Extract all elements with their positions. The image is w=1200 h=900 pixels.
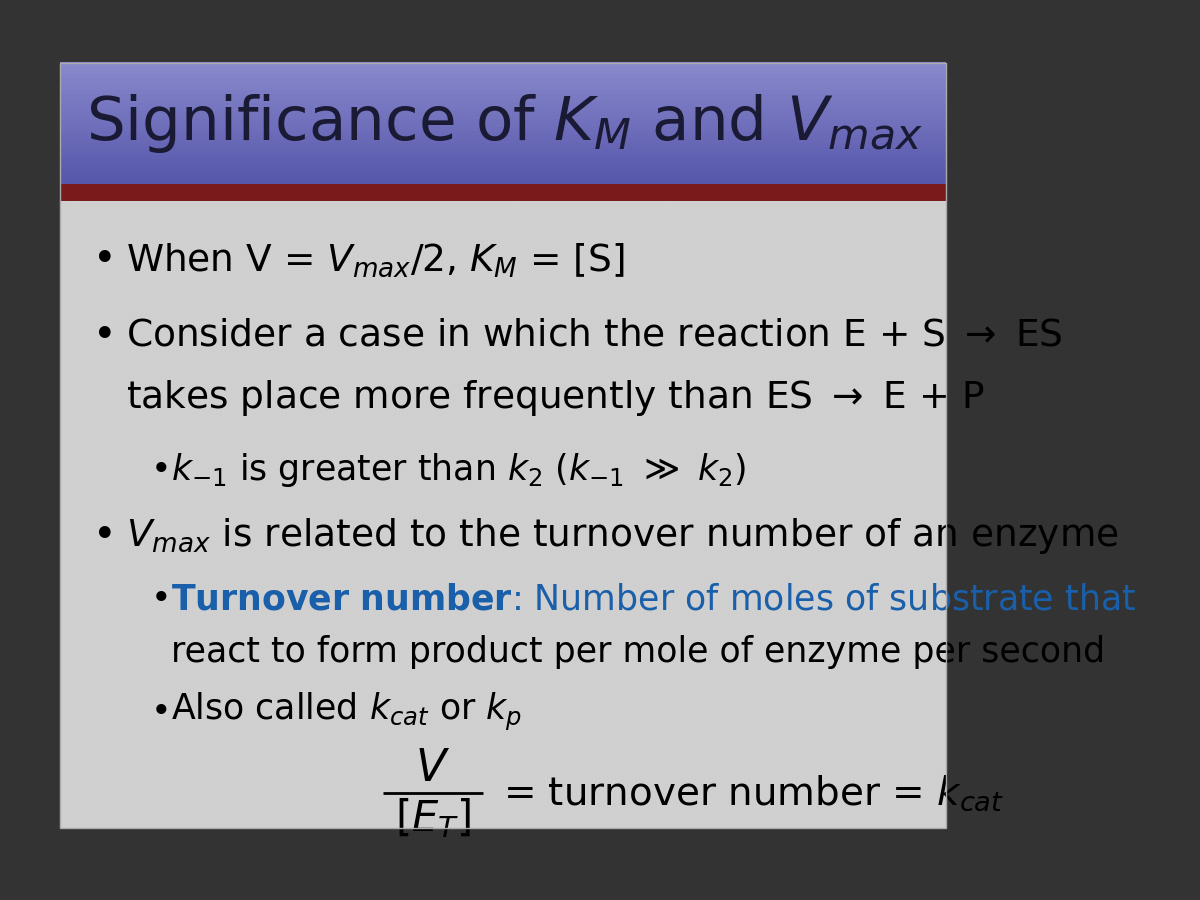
Bar	[60, 127, 947, 132]
Text: Also called $k_{cat}$ or $k_p$: Also called $k_{cat}$ or $k_p$	[172, 691, 522, 733]
Text: •: •	[151, 695, 172, 729]
Text: $V_{max}$ is related to the turnover number of an enzyme: $V_{max}$ is related to the turnover num…	[126, 517, 1118, 556]
Bar	[60, 155, 947, 160]
Bar	[60, 164, 947, 168]
Text: $\mathbf{Turnover\ number}$: Number of moles of substrate that: $\mathbf{Turnover\ number}$: Number of m…	[172, 582, 1136, 616]
Bar	[60, 131, 947, 136]
Bar	[60, 83, 947, 87]
Text: takes place more frequently than ES $\rightarrow$ E + P: takes place more frequently than ES $\ri…	[126, 378, 984, 419]
Text: •: •	[151, 582, 172, 616]
Bar	[60, 63, 947, 828]
Bar	[60, 99, 947, 104]
Bar	[60, 111, 947, 115]
Text: •: •	[92, 316, 116, 356]
Bar	[60, 103, 947, 107]
Bar	[60, 184, 947, 201]
Bar	[60, 119, 947, 123]
Text: •: •	[151, 454, 172, 488]
Bar	[60, 151, 947, 157]
Text: = turnover number = $k_{cat}$: = turnover number = $k_{cat}$	[503, 774, 1004, 814]
Bar	[60, 86, 947, 91]
Bar	[60, 201, 947, 828]
Bar	[60, 143, 947, 148]
Text: Consider a case in which the reaction E + S $\rightarrow$ ES: Consider a case in which the reaction E …	[126, 318, 1062, 354]
Bar	[60, 123, 947, 128]
Bar	[60, 176, 947, 180]
Bar	[60, 180, 947, 184]
Text: •: •	[92, 240, 116, 280]
Bar	[60, 62, 947, 67]
Bar	[60, 135, 947, 140]
Bar	[60, 139, 947, 144]
Text: When V = $V_{max}$/2, $K_M$ = [S]: When V = $V_{max}$/2, $K_M$ = [S]	[126, 241, 624, 279]
Text: $V$: $V$	[415, 747, 450, 790]
Text: react to form product per mole of enzyme per second: react to form product per mole of enzyme…	[172, 635, 1105, 670]
Bar	[60, 171, 947, 176]
Bar	[60, 91, 947, 95]
Bar	[60, 167, 947, 173]
Bar	[60, 75, 947, 79]
Bar	[60, 78, 947, 83]
Text: •: •	[92, 517, 116, 556]
Bar	[60, 159, 947, 164]
Bar	[60, 115, 947, 120]
Bar	[60, 67, 947, 71]
Text: $[E_T]$: $[E_T]$	[395, 796, 470, 841]
Bar	[60, 147, 947, 152]
Text: Significance of $K_M$ and $V_{max}$: Significance of $K_M$ and $V_{max}$	[85, 93, 923, 155]
Bar	[60, 94, 947, 99]
Bar	[60, 106, 947, 112]
Text: $k_{-1}$ is greater than $k_2$ ($k_{-1}$ $\gg$ $k_2$): $k_{-1}$ is greater than $k_2$ ($k_{-1}$…	[172, 452, 746, 490]
Bar	[60, 70, 947, 75]
